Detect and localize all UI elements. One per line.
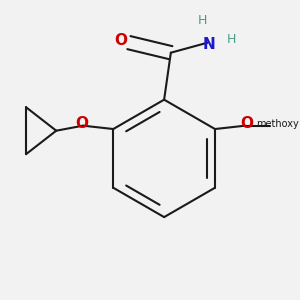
- Text: O: O: [114, 34, 127, 49]
- Text: methoxy: methoxy: [256, 119, 298, 129]
- Text: H: H: [198, 14, 207, 27]
- Text: N: N: [203, 37, 216, 52]
- Text: O: O: [75, 116, 88, 131]
- Text: H: H: [226, 33, 236, 46]
- Text: O: O: [240, 116, 254, 131]
